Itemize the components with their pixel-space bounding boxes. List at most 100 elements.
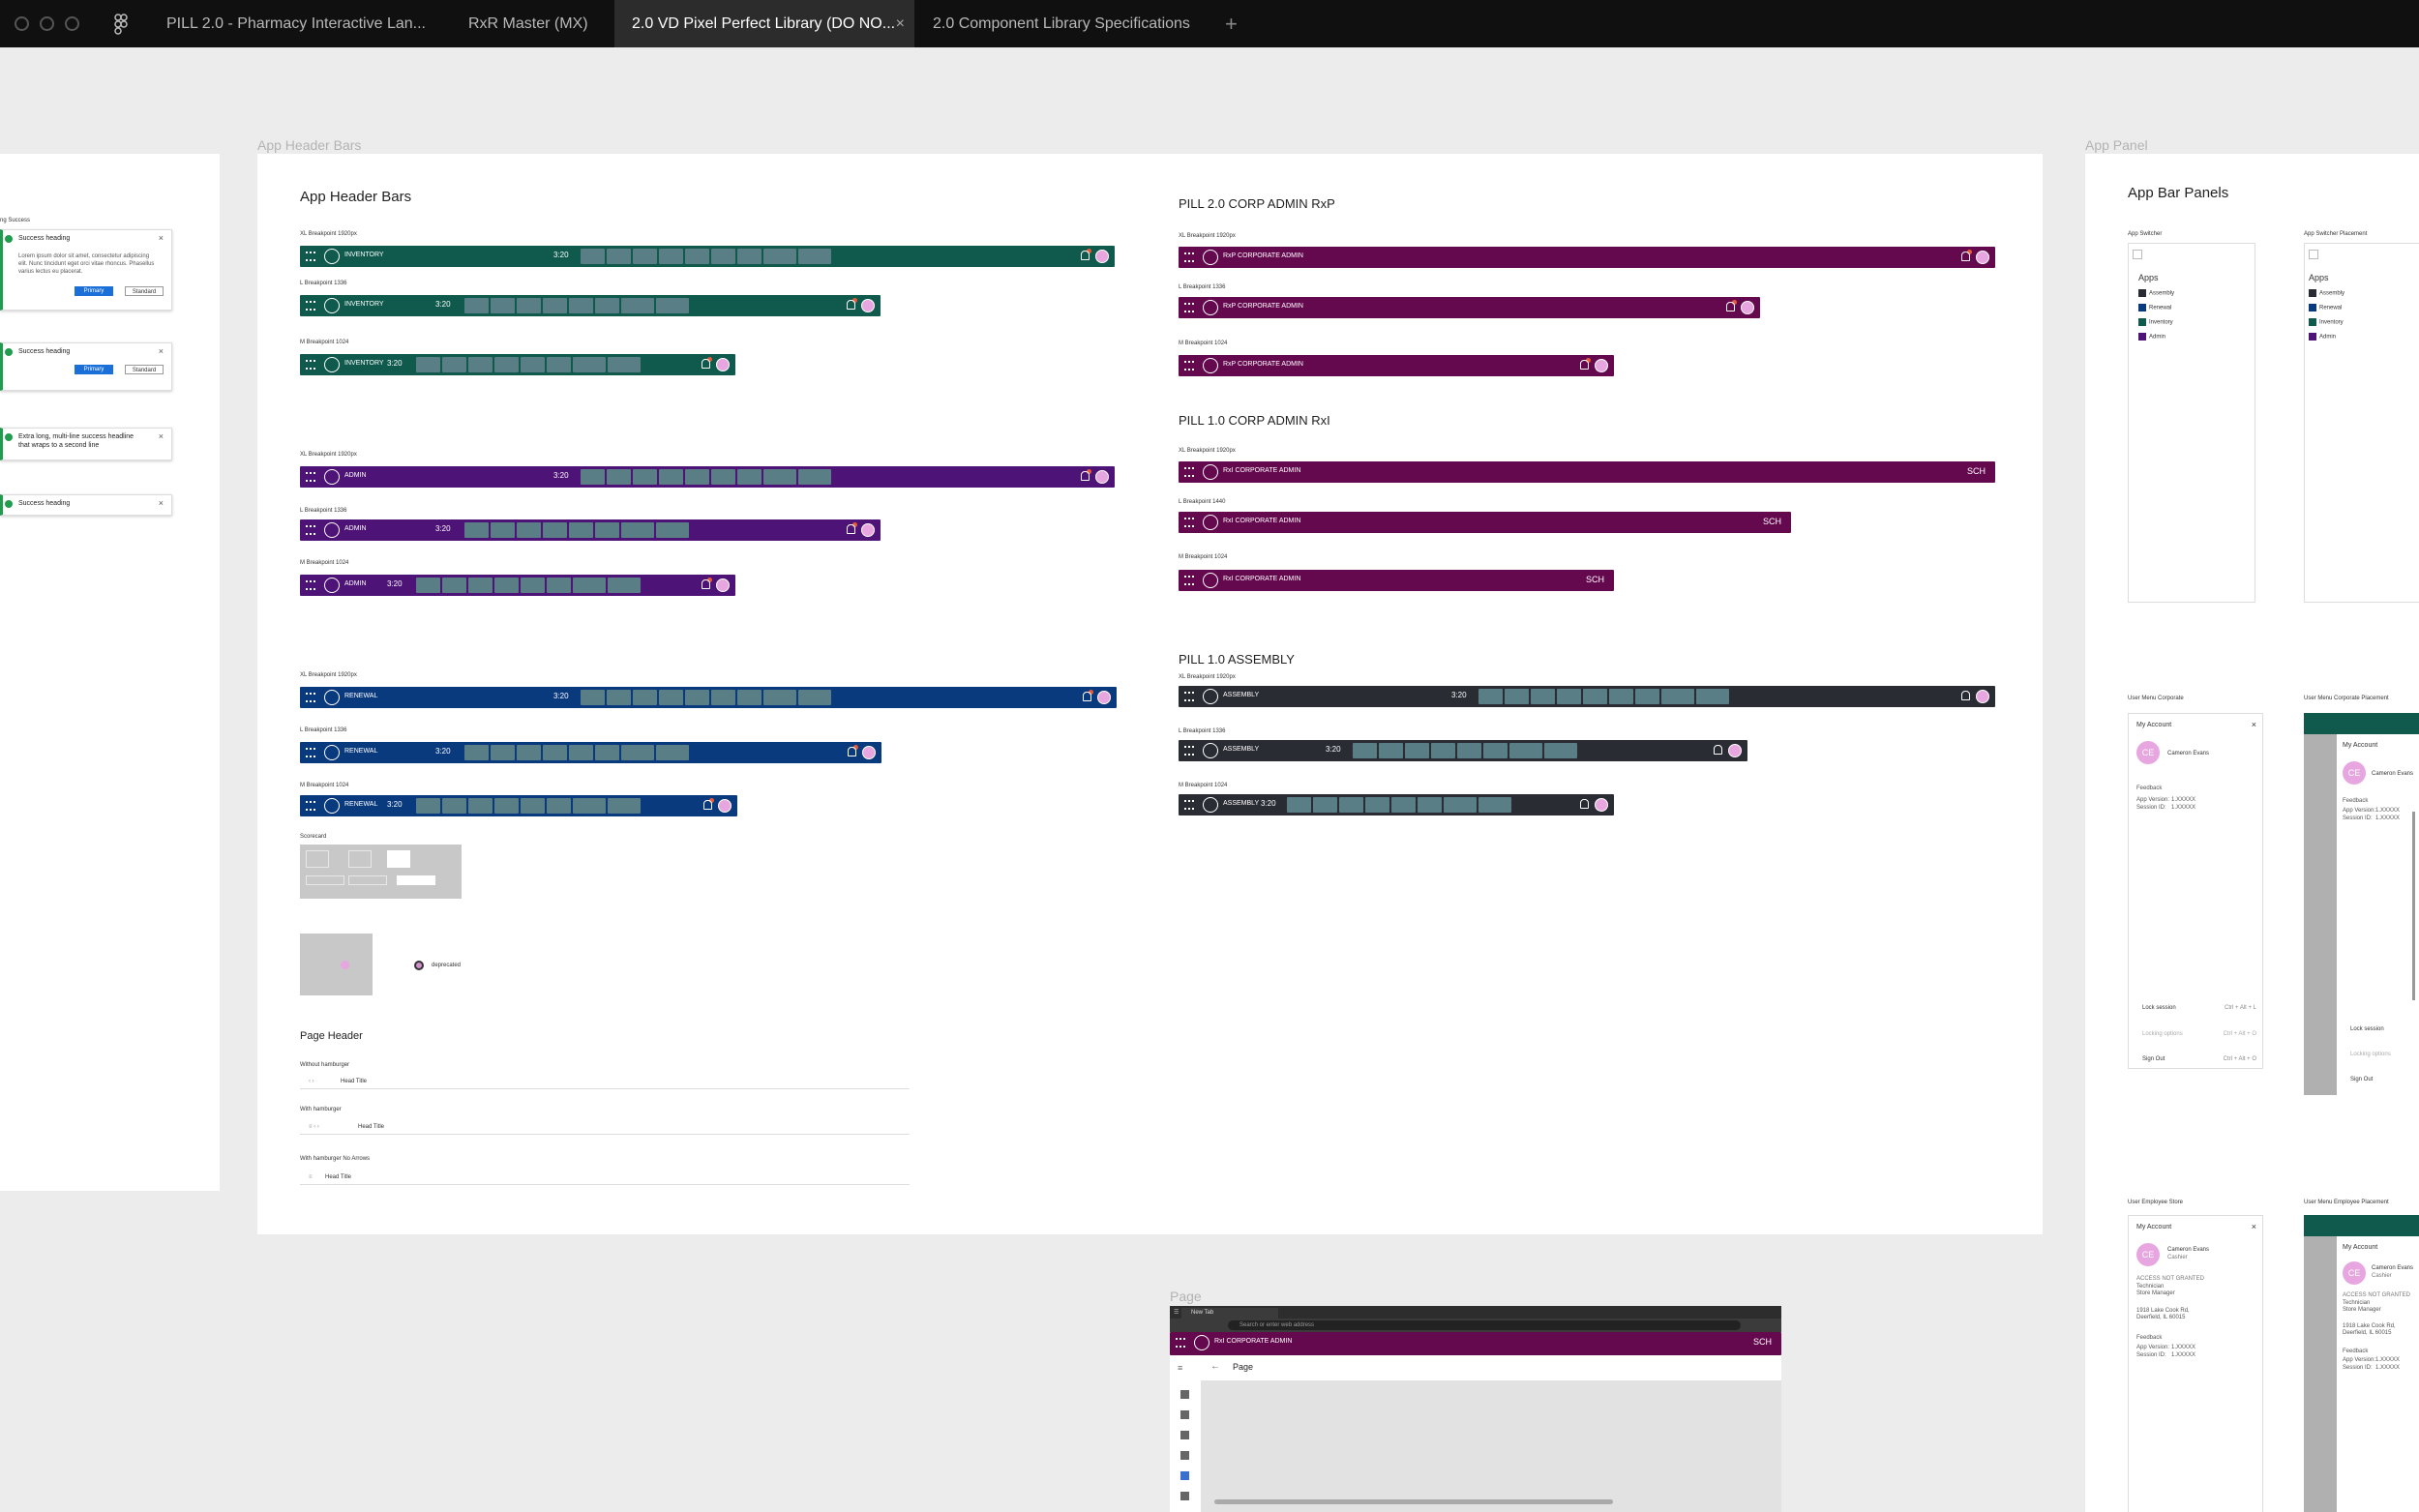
locking-options-item[interactable]: Locking options bbox=[2142, 1031, 2183, 1037]
close-icon[interactable]: × bbox=[158, 498, 164, 508]
nav-icon-active[interactable] bbox=[1180, 1471, 1189, 1480]
frame-label-app-panel[interactable]: App Panel bbox=[2085, 137, 2148, 153]
hamburger-icon[interactable]: ≡ bbox=[1178, 1363, 1183, 1373]
bell-icon[interactable] bbox=[1083, 692, 1091, 701]
window-zoom-control[interactable] bbox=[65, 16, 79, 31]
hamburger-icon[interactable] bbox=[1184, 303, 1194, 312]
tab-pill-2[interactable]: PILL 2.0 - Pharmacy Interactive Lan... bbox=[166, 15, 426, 32]
bell-icon[interactable] bbox=[702, 359, 710, 369]
bell-icon[interactable] bbox=[1961, 691, 1970, 700]
primary-button[interactable]: Primary bbox=[75, 286, 113, 296]
window-close-control[interactable] bbox=[15, 16, 29, 31]
bell-icon[interactable] bbox=[702, 579, 710, 589]
nav-icon[interactable] bbox=[1180, 1451, 1189, 1460]
close-tab-icon[interactable]: × bbox=[895, 15, 905, 32]
arrow-icons[interactable]: ‹ › bbox=[309, 1079, 314, 1084]
avatar[interactable] bbox=[1095, 250, 1109, 263]
store-code[interactable]: SCH bbox=[1762, 517, 1781, 526]
tab-component-library-specs[interactable]: 2.0 Component Library Specifications bbox=[933, 15, 1190, 32]
hamburger-icon[interactable] bbox=[306, 580, 315, 590]
bell-icon[interactable] bbox=[847, 524, 855, 534]
nav-icon[interactable] bbox=[1180, 1390, 1189, 1399]
avatar[interactable] bbox=[716, 358, 730, 371]
app-item-inventory[interactable]: Inventory bbox=[2309, 318, 2344, 326]
app-item-inventory[interactable]: Inventory bbox=[2138, 318, 2173, 326]
hamburger-arrow-icons[interactable]: ≡ ‹ › bbox=[309, 1124, 319, 1130]
avatar[interactable] bbox=[861, 523, 875, 537]
app-item-assembly[interactable]: Assembly bbox=[2309, 289, 2344, 297]
bell-icon[interactable] bbox=[1726, 302, 1735, 311]
avatar[interactable] bbox=[1728, 744, 1742, 757]
grid-icon[interactable] bbox=[2309, 250, 2318, 259]
avatar[interactable] bbox=[862, 746, 876, 759]
nav-icon[interactable] bbox=[1180, 1431, 1189, 1439]
hamburger-icon[interactable] bbox=[1184, 518, 1194, 527]
hamburger-icon[interactable] bbox=[306, 801, 315, 811]
hamburger-icon[interactable] bbox=[1184, 467, 1194, 477]
locking-options-item[interactable]: Locking options bbox=[2350, 1052, 2391, 1057]
avatar[interactable] bbox=[1097, 691, 1111, 704]
avatar[interactable] bbox=[1741, 301, 1754, 314]
avatar[interactable] bbox=[861, 299, 875, 312]
tab-pixel-perfect-library[interactable]: 2.0 VD Pixel Perfect Library (DO NO... × bbox=[614, 0, 914, 47]
bell-icon[interactable] bbox=[847, 300, 855, 310]
close-icon[interactable]: × bbox=[2251, 720, 2256, 729]
hamburger-icon[interactable] bbox=[306, 748, 315, 757]
browser-tab[interactable]: New Tab bbox=[1181, 1308, 1278, 1319]
browser-menu-icon[interactable]: ☰ bbox=[1174, 1310, 1180, 1316]
close-icon[interactable]: × bbox=[158, 346, 164, 356]
window-minimize-control[interactable] bbox=[40, 16, 54, 31]
app-item-renewal[interactable]: Renewal bbox=[2138, 304, 2171, 311]
avatar[interactable] bbox=[1595, 798, 1608, 812]
avatar[interactable] bbox=[1095, 470, 1109, 484]
store-code[interactable]: SCH bbox=[1752, 1337, 1772, 1347]
avatar[interactable] bbox=[1976, 251, 1989, 264]
bell-icon[interactable] bbox=[1714, 745, 1722, 755]
app-item-admin[interactable]: Admin bbox=[2138, 333, 2165, 341]
bell-icon[interactable] bbox=[1580, 799, 1589, 809]
address-bar[interactable]: Search or enter web address bbox=[1228, 1320, 1741, 1330]
hamburger-icon[interactable] bbox=[1184, 746, 1194, 756]
sign-out-item[interactable]: Sign Out bbox=[2350, 1077, 2374, 1082]
store-code[interactable]: SCH bbox=[1585, 575, 1604, 584]
hamburger-icon[interactable] bbox=[306, 252, 315, 261]
hamburger-icon[interactable] bbox=[1184, 576, 1194, 585]
store-code[interactable]: SCH bbox=[1966, 466, 1986, 476]
hamburger-icon[interactable] bbox=[306, 693, 315, 702]
hamburger-icon[interactable] bbox=[1184, 361, 1194, 371]
primary-button[interactable]: Primary bbox=[75, 365, 113, 374]
hamburger-icon[interactable] bbox=[306, 301, 315, 311]
hamburger-icon[interactable] bbox=[306, 360, 315, 370]
bell-icon[interactable] bbox=[1961, 252, 1970, 261]
feedback-link[interactable]: Feedback bbox=[2343, 1349, 2369, 1354]
bell-icon[interactable] bbox=[1081, 471, 1090, 481]
bell-icon[interactable] bbox=[848, 747, 856, 756]
hamburger-icon[interactable]: ≡ bbox=[309, 1174, 313, 1180]
new-tab-icon[interactable]: + bbox=[1225, 12, 1238, 36]
close-icon[interactable]: × bbox=[158, 233, 164, 243]
nav-icon[interactable] bbox=[1180, 1410, 1189, 1419]
lock-session-item[interactable]: Lock session bbox=[2142, 1005, 2176, 1011]
tab-rxr-master[interactable]: RxR Master (MX) bbox=[468, 15, 588, 32]
grid-icon[interactable] bbox=[2133, 250, 2142, 259]
app-item-assembly[interactable]: Assembly bbox=[2138, 289, 2174, 297]
figma-logo-icon[interactable] bbox=[114, 14, 128, 35]
hamburger-icon[interactable] bbox=[1176, 1338, 1185, 1348]
frame-label-page[interactable]: Page bbox=[1170, 1289, 1202, 1304]
back-arrow-icon[interactable]: ← bbox=[1210, 1361, 1220, 1372]
hamburger-icon[interactable] bbox=[1184, 692, 1194, 701]
close-icon[interactable]: × bbox=[158, 431, 164, 441]
feedback-link[interactable]: Feedback bbox=[2136, 786, 2163, 791]
avatar[interactable] bbox=[1595, 359, 1608, 372]
app-item-admin[interactable]: Admin bbox=[2309, 333, 2336, 341]
horizontal-scrollbar[interactable] bbox=[1214, 1499, 1613, 1504]
bell-icon[interactable] bbox=[703, 800, 712, 810]
avatar[interactable] bbox=[716, 578, 730, 592]
bell-icon[interactable] bbox=[1580, 360, 1589, 370]
hamburger-icon[interactable] bbox=[306, 472, 315, 482]
feedback-link[interactable]: Feedback bbox=[2136, 1335, 2163, 1341]
avatar[interactable] bbox=[1976, 690, 1989, 703]
sign-out-item[interactable]: Sign Out bbox=[2142, 1056, 2165, 1062]
standard-button[interactable]: Standard bbox=[125, 286, 164, 296]
avatar[interactable] bbox=[718, 799, 732, 813]
